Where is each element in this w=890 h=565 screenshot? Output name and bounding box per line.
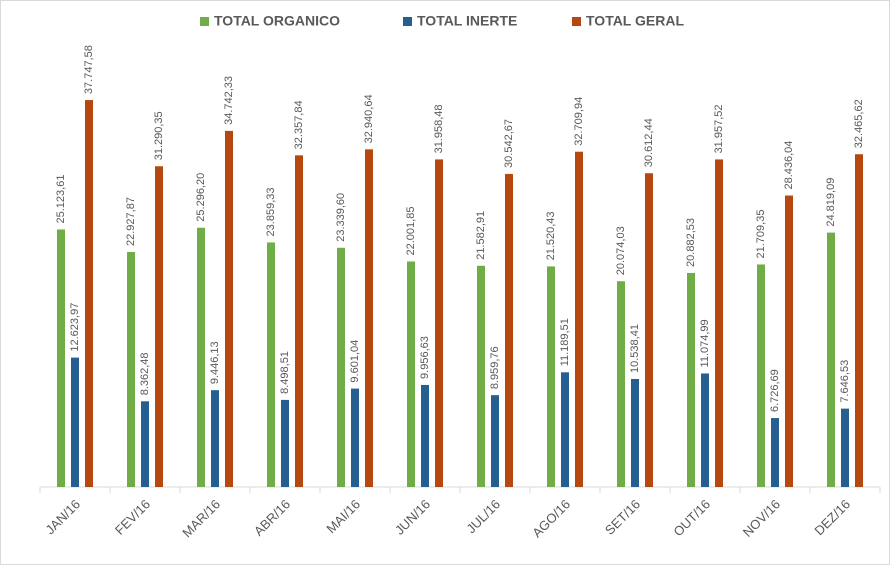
bar [491, 395, 499, 487]
bar [645, 173, 653, 488]
bar [561, 372, 569, 487]
data-label: 31.957,52 [713, 104, 725, 153]
bar [855, 154, 863, 487]
bar [771, 418, 779, 487]
data-label: 22.927,87 [125, 197, 137, 246]
bar [827, 232, 835, 487]
bar [687, 272, 695, 487]
data-label: 6.726,69 [769, 369, 781, 412]
legend-label: TOTAL INERTE [417, 13, 517, 29]
legend-label: TOTAL ORGANICO [214, 13, 340, 29]
legend-swatch [572, 17, 581, 26]
data-label: 8.498,51 [279, 351, 291, 394]
bar [295, 155, 303, 487]
bar [85, 100, 93, 487]
data-label: 8.959,76 [489, 346, 501, 389]
data-label: 32.465,62 [853, 99, 865, 148]
data-label: 21.582,91 [475, 211, 487, 260]
data-label: 32.709,94 [573, 97, 585, 146]
data-label: 9.446,13 [209, 341, 221, 384]
data-label: 9.956,63 [419, 336, 431, 379]
bar [57, 229, 65, 487]
bar [267, 242, 275, 487]
bar [211, 390, 219, 487]
data-label: 34.742,33 [223, 76, 235, 125]
bar [715, 159, 723, 487]
bar [71, 357, 79, 487]
data-label: 31.290,35 [153, 111, 165, 160]
data-label: 11.074,99 [699, 319, 711, 367]
bar [841, 408, 849, 487]
bar [281, 399, 289, 487]
data-label: 9.601,04 [349, 340, 361, 383]
bar [785, 195, 793, 488]
bar [631, 378, 639, 487]
data-label: 23.339,60 [335, 193, 347, 242]
bar [477, 265, 485, 487]
bar [141, 401, 149, 487]
bar [421, 384, 429, 487]
data-label: 25.296,20 [195, 173, 207, 222]
legend-swatch [403, 17, 412, 26]
data-label: 31.958,48 [433, 104, 445, 153]
bar [701, 373, 709, 487]
data-label: 23.859,33 [265, 188, 277, 237]
data-label: 25.123,61 [55, 175, 67, 224]
bar [617, 281, 625, 487]
data-label: 30.612,44 [643, 118, 655, 167]
data-label: 11.189,51 [559, 318, 571, 366]
data-label: 30.542,67 [503, 119, 515, 168]
data-label: 37.747,58 [83, 45, 95, 94]
bar [575, 151, 583, 487]
data-label: 10.538,41 [629, 324, 641, 373]
data-label: 32.357,84 [293, 100, 305, 149]
data-label: 21.709,35 [755, 210, 767, 259]
data-label: 21.520,43 [545, 211, 557, 260]
bar [435, 159, 443, 487]
bar [155, 166, 163, 487]
legend-swatch [200, 17, 209, 26]
legend-label: TOTAL GERAL [586, 13, 684, 29]
data-label: 22.001,85 [405, 207, 417, 256]
bar [225, 130, 233, 487]
data-label: 28.436,04 [783, 141, 795, 190]
bar [337, 247, 345, 487]
bar [351, 388, 359, 487]
bar [197, 227, 205, 488]
data-label: 20.074,03 [615, 226, 627, 275]
bar [505, 173, 513, 488]
data-label: 20.882,53 [685, 218, 697, 267]
bar [407, 261, 415, 487]
data-label: 24.819,09 [825, 178, 837, 227]
data-label: 8.362,48 [139, 352, 151, 395]
bar [547, 266, 555, 487]
bar [127, 251, 135, 487]
data-label: 12.623,97 [69, 303, 81, 352]
data-label: 32.940,64 [363, 94, 375, 143]
bar [365, 149, 373, 487]
data-label: 7.646,53 [839, 360, 851, 403]
bar [757, 264, 765, 487]
